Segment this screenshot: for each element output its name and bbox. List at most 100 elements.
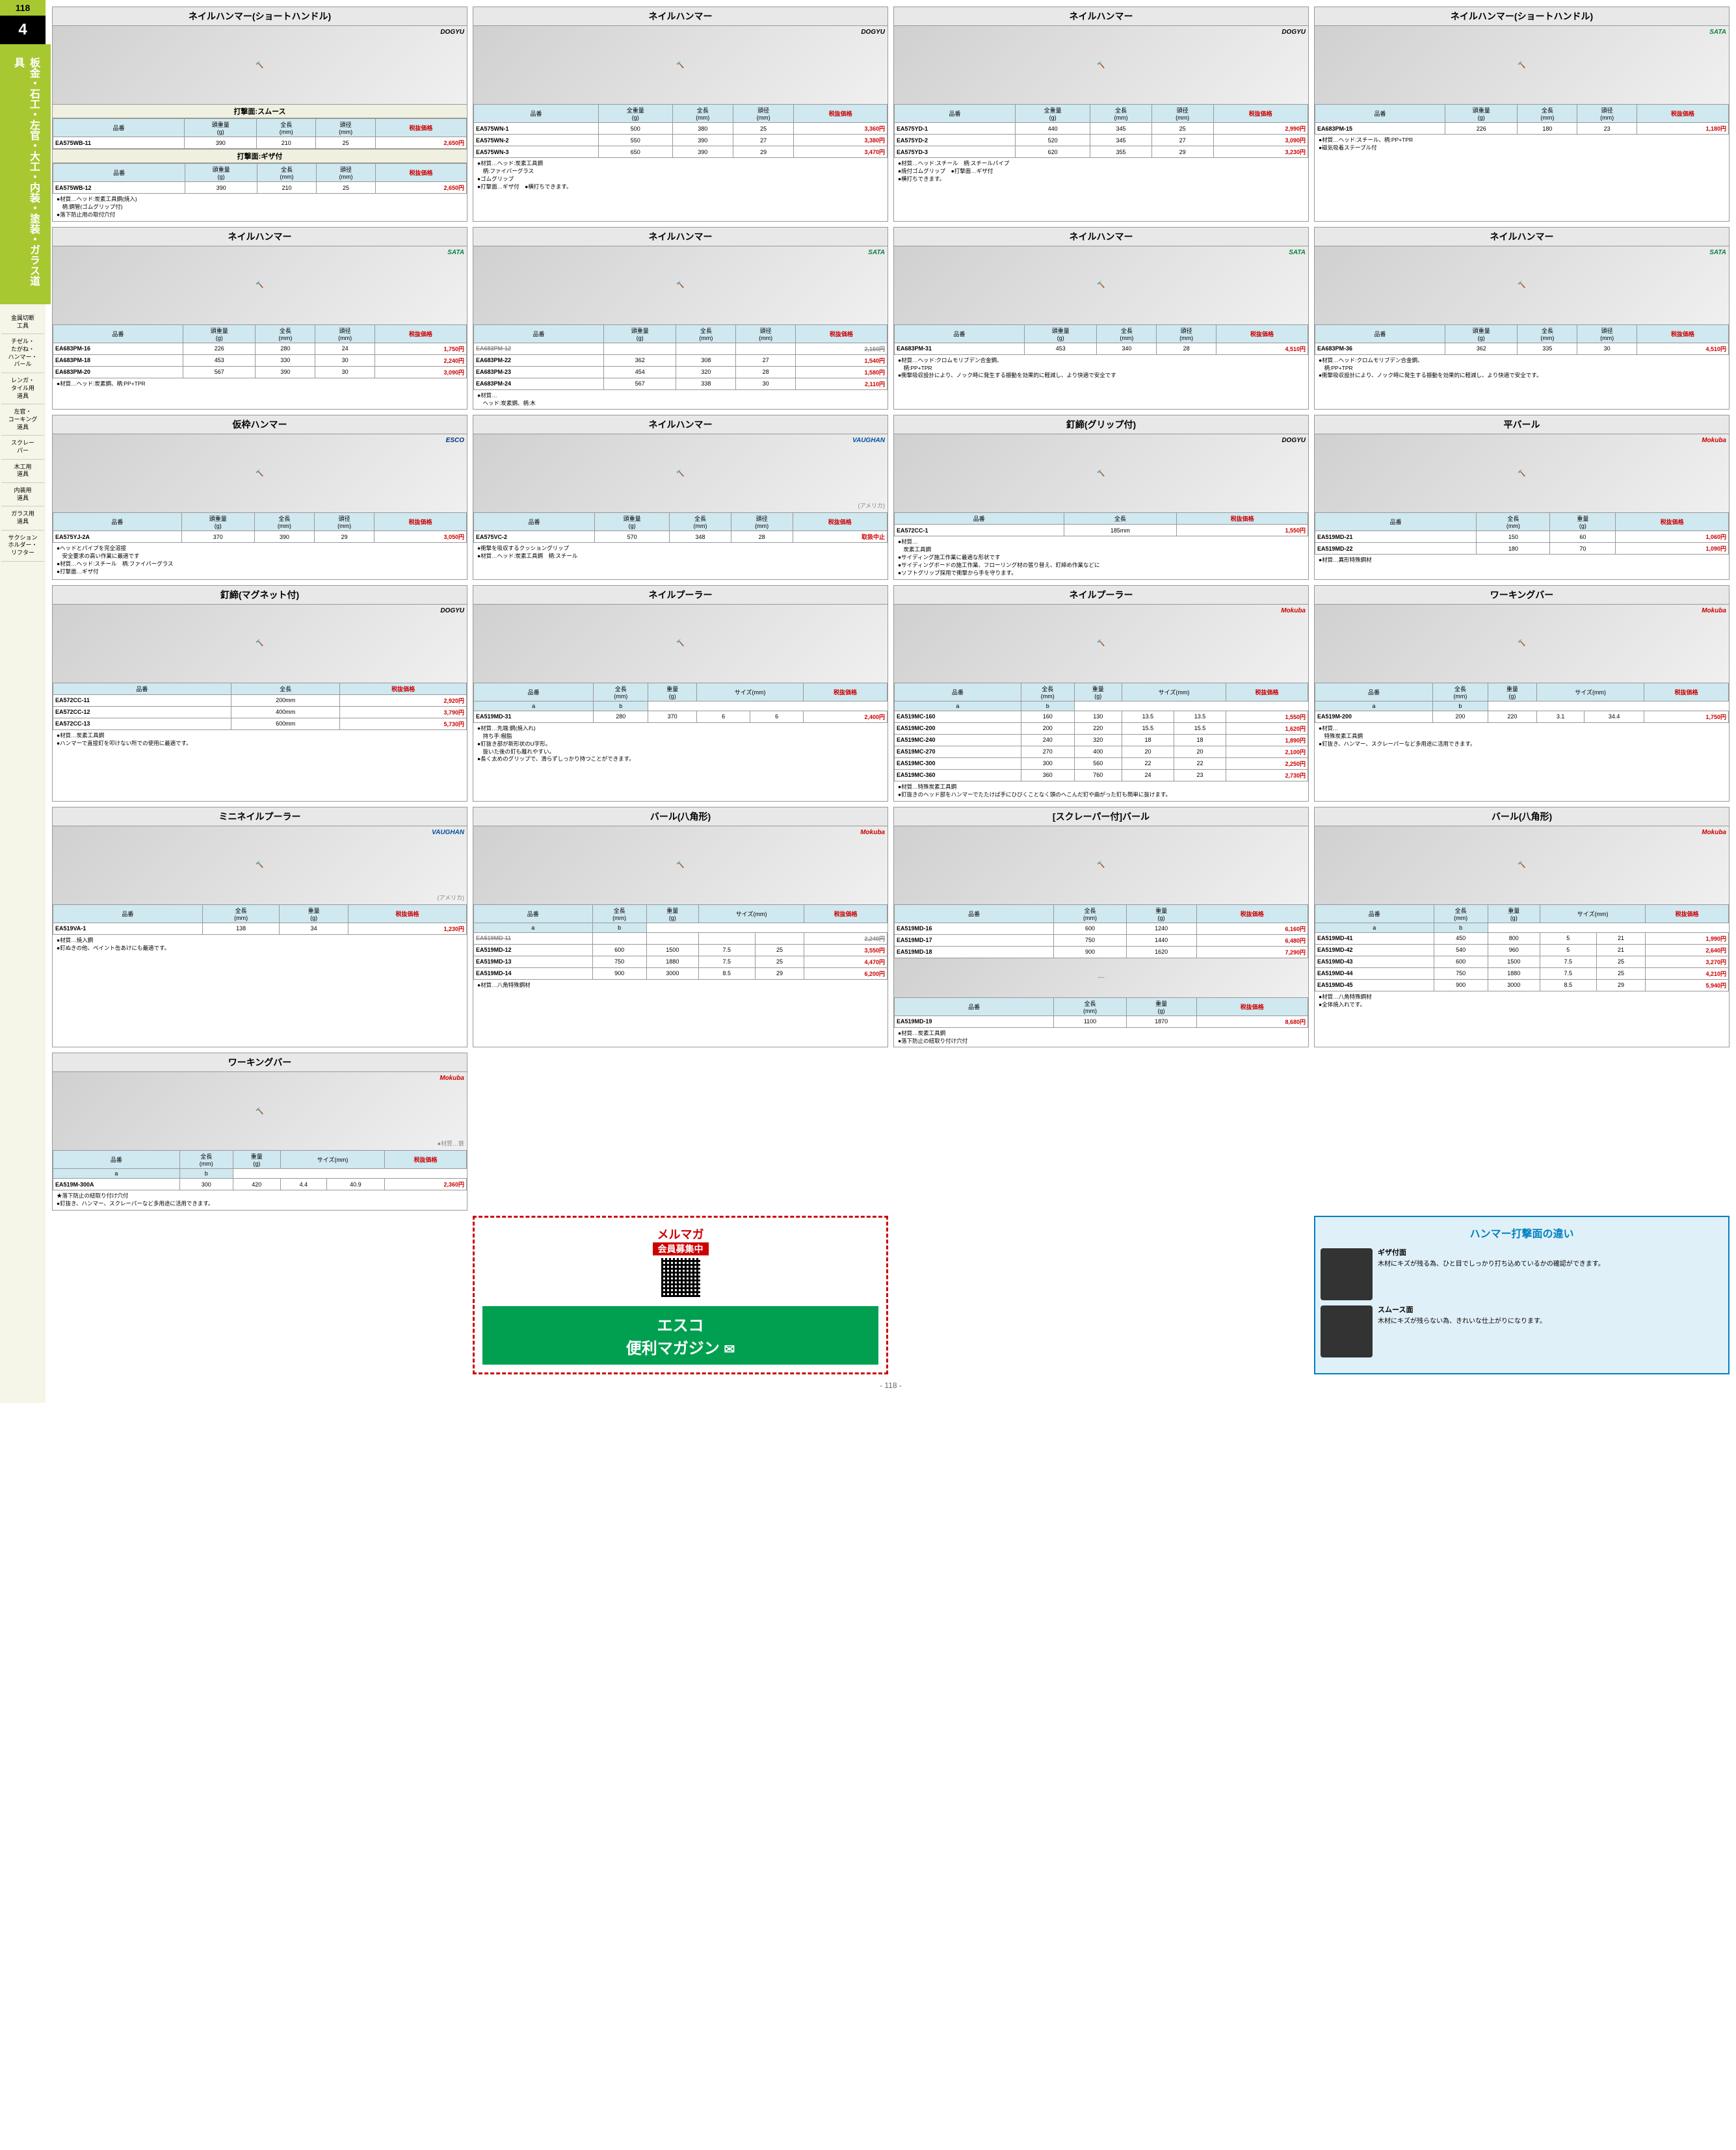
sidebar-menu-item[interactable]: ガラス用道具 bbox=[1, 506, 44, 530]
table-cell: EA683PM-36 bbox=[1315, 343, 1445, 354]
sidebar-menu-item[interactable]: 内装用道具 bbox=[1, 483, 44, 506]
product-box: ワーキングバーMokuba🔨品番全長(mm)重量(g)サイズ(mm)税抜価格ab… bbox=[1314, 585, 1729, 802]
brand-logo: Mokuba bbox=[1702, 829, 1726, 836]
product-title: ネイルプーラー bbox=[894, 586, 1308, 605]
table-cell: 1440 bbox=[1126, 934, 1196, 946]
product-title: ネイルハンマー bbox=[473, 415, 888, 434]
sidebar-menu-item[interactable]: レンガ・タイル用道具 bbox=[1, 373, 44, 404]
table-cell: 390 bbox=[672, 146, 733, 158]
sidebar-menu-item[interactable]: 左官・コーキング道具 bbox=[1, 404, 44, 436]
table-header: 品番 bbox=[1315, 904, 1434, 923]
table-cell: 900 bbox=[1054, 946, 1127, 958]
table-header: 頭径(mm) bbox=[1151, 105, 1213, 123]
table-cell: 24 bbox=[315, 343, 375, 354]
product-title: バール(八角形) bbox=[473, 807, 888, 826]
table-cell: 220 bbox=[1074, 722, 1122, 734]
table-cell: 6,160円 bbox=[1196, 923, 1308, 934]
product-box: ネイルプーラー🔨品番全長(mm)重量(g)サイズ(mm)税抜価格abEA519M… bbox=[473, 585, 888, 802]
table-cell: 21 bbox=[1596, 944, 1646, 956]
note-item: ●長く太めのグリップで、滑らずしっかり持つことができます。 bbox=[477, 755, 884, 763]
table-cell: 1,620円 bbox=[1226, 722, 1308, 734]
table-row: EA572CC-1185mm1,550円 bbox=[895, 525, 1308, 536]
table-header: 品番 bbox=[895, 324, 1025, 343]
table-row: EA519MD-4360015007.5253,270円 bbox=[1315, 956, 1729, 967]
table-header: 全長(mm) bbox=[202, 904, 279, 923]
info-row: ギザ付面 木材にキズが残る為、ひと目でしっかり打ち込めているかの確認ができます。 bbox=[1321, 1248, 1723, 1300]
table-row: EA575WN-2550390273,380円 bbox=[474, 135, 888, 146]
sidebar-menu-item[interactable]: サクションホルダー・リフター bbox=[1, 531, 44, 562]
table-cell: 2,100円 bbox=[1226, 746, 1308, 757]
table-header: 全長(mm) bbox=[256, 324, 315, 343]
product-box: ネイルハンマーVAUGHAN(アメリカ)🔨品番頭重量(g)全長(mm)頭径(mm… bbox=[473, 415, 888, 579]
table-cell: 540 bbox=[1434, 944, 1488, 956]
info-image bbox=[1321, 1305, 1373, 1357]
table-cell: 2,730円 bbox=[1226, 769, 1308, 781]
product-notes: ●材質…焼入鋼●釘ぬきの他、ペイント缶あけにも最適です。 bbox=[53, 935, 467, 954]
table-cell: 1,180円 bbox=[1637, 123, 1728, 135]
brand-logo: DOGYU bbox=[1282, 437, 1306, 444]
spec-table: 品番頭重量(g)全長(mm)頭径(mm)税抜価格EA575WB-11390210… bbox=[53, 118, 467, 149]
table-header: 税抜価格 bbox=[1177, 513, 1308, 525]
table-cell: 800 bbox=[1488, 932, 1540, 944]
table-cell: 5 bbox=[1540, 944, 1596, 956]
product-title: 仮枠ハンマー bbox=[53, 415, 467, 434]
product-image: 🔨 bbox=[473, 605, 888, 683]
note-item: ●磁気吸着ステープル付 bbox=[1319, 144, 1725, 152]
table-header: 品番 bbox=[53, 1151, 180, 1169]
product-image: Mokuba●材質…鉄🔨 bbox=[53, 1072, 467, 1150]
table-cell: 380 bbox=[672, 123, 733, 135]
content-area: ネイルハンマー(ショートハンドル)DOGYU🔨打撃面:スムース品番頭重量(g)全… bbox=[46, 0, 1736, 1403]
table-cell: EA519MD-16 bbox=[895, 923, 1054, 934]
table-cell: 2,920円 bbox=[340, 694, 467, 706]
table-cell: 440 bbox=[1016, 123, 1090, 135]
table-subheader: b bbox=[592, 923, 646, 932]
table-cell: EA575WB-12 bbox=[53, 182, 185, 194]
table-cell: EA572CC-1 bbox=[895, 525, 1064, 536]
table-cell: 30 bbox=[315, 366, 375, 378]
note-item: ●材質…八角特殊鋼材 bbox=[1319, 993, 1725, 1001]
product-notes: ●衝撃を吸収するクッショングリップ●材質…ヘッド:炭素工具鋼 柄:スチール bbox=[473, 543, 888, 562]
table-cell: 3,090円 bbox=[375, 366, 466, 378]
table-cell: 226 bbox=[183, 343, 256, 354]
table-cell: 600 bbox=[1054, 923, 1127, 934]
table-cell: EA519MD-19 bbox=[895, 1016, 1054, 1027]
product-title: ミニネイルプーラー bbox=[53, 807, 467, 826]
table-cell: EA519MD-31 bbox=[474, 711, 594, 722]
table-cell: 6 bbox=[697, 711, 750, 722]
table-cell: 390 bbox=[256, 366, 315, 378]
table-cell: 3,090円 bbox=[1213, 135, 1308, 146]
sidebar-menu-item[interactable]: チゼル・たがね・ハンマー・バール bbox=[1, 334, 44, 373]
product-image: DOGYU🔨 bbox=[53, 26, 467, 104]
table-subheader: a bbox=[474, 701, 594, 711]
table-subheader: b bbox=[179, 1169, 233, 1179]
sidebar-menu-item[interactable]: 金属切断工具 bbox=[1, 311, 44, 334]
note-item: ●衝撃を吸収するクッショングリップ bbox=[477, 545, 884, 553]
page-number-top: 118 bbox=[0, 0, 46, 16]
note-item: 柄:PP+TPR bbox=[1319, 365, 1725, 373]
spec-table: 品番頭重量(g)全長(mm)頭径(mm)税抜価格EA575YJ-2A370390… bbox=[53, 512, 467, 543]
table-header: 品番 bbox=[53, 164, 185, 182]
table-header: 頭径(mm) bbox=[731, 513, 793, 531]
table-header: 頭重量(g) bbox=[1445, 324, 1518, 343]
sidebar-menu-item[interactable]: スクレーパー bbox=[1, 436, 44, 459]
product-image: Mokuba🔨 bbox=[894, 605, 1308, 683]
table-cell: 1,750円 bbox=[375, 343, 466, 354]
table-row: EA519MD-1660012406,160円 bbox=[895, 923, 1308, 934]
table-cell: EA519MD-43 bbox=[1315, 956, 1434, 967]
table-cell: EA519MD-18 bbox=[895, 946, 1054, 958]
info-row: スムース面 木材にキズが残らない為、きれいな仕上がりになります。 bbox=[1321, 1305, 1723, 1357]
table-header: 全長(mm) bbox=[257, 164, 316, 182]
merumaga-big: エスコ 便利マガジン ✉ bbox=[482, 1306, 878, 1365]
table-cell: 390 bbox=[672, 135, 733, 146]
table-cell: 345 bbox=[1090, 135, 1152, 146]
note-item: ●サイディングボードの施工作業、フローリング材の張り替え、釘締め作業などに bbox=[898, 562, 1304, 570]
table-cell: EA683PM-16 bbox=[53, 343, 183, 354]
sidebar-menu-item[interactable]: 木工用道具 bbox=[1, 460, 44, 483]
table-cell: 4,210円 bbox=[1646, 967, 1729, 979]
table-header: 頭径(mm) bbox=[1157, 324, 1217, 343]
product-notes: ●材質…ヘッド:クロムモリブデン合金鋼、 柄:PP+TPR●衝撃吸収設計により、… bbox=[894, 355, 1308, 382]
table-header: 品番 bbox=[895, 997, 1054, 1016]
table-cell: EA519VA-1 bbox=[53, 923, 203, 934]
table-cell: 320 bbox=[1074, 734, 1122, 746]
table-header: 全長(mm) bbox=[1021, 683, 1074, 701]
